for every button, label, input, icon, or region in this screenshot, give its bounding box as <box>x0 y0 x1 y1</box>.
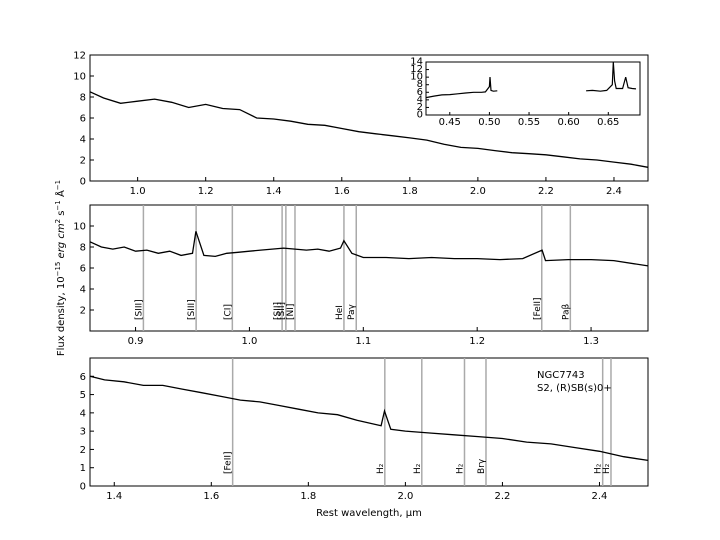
emission-line-label: H₂ <box>455 463 465 474</box>
x-tick-label: 1.3 <box>583 336 599 347</box>
emission-line-label: H₂ <box>376 463 386 474</box>
y-tick-label: 2 <box>80 156 86 167</box>
emission-line-label: [FeII] <box>533 297 543 320</box>
emission-line-label: H₂ <box>594 463 604 474</box>
x-tick-label: 1.0 <box>241 336 257 347</box>
inset-y-tick-label: 14 <box>410 57 423 68</box>
y-tick-label: 10 <box>73 72 86 83</box>
y-label-s: s <box>56 211 67 219</box>
emission-line-label: [SII] <box>277 302 287 320</box>
y-tick-label: 0 <box>80 177 86 188</box>
y-tick-label: 0 <box>80 482 86 493</box>
y-label-exp: −15 <box>54 262 62 277</box>
spectrum-series-0-0 <box>89 91 649 168</box>
inset-x-tick-label: 0.55 <box>518 117 540 128</box>
inset-x-tick-label: 0.60 <box>558 117 580 128</box>
inset-y-tick-label: 2 <box>417 102 423 113</box>
x-tick-label: 1.4 <box>106 491 122 502</box>
x-tick-label: 1.8 <box>300 491 316 502</box>
emission-line-label: [FeII] <box>224 451 234 474</box>
x-tick-label: 1.0 <box>130 186 146 197</box>
emission-line-label: [SII] <box>273 302 283 320</box>
y-tick-label: 10 <box>73 222 86 233</box>
y-tick-label: 8 <box>80 243 86 254</box>
y-tick-label: 8 <box>80 93 86 104</box>
x-tick-label: 2.0 <box>470 186 486 197</box>
emission-line-label: [SIII] <box>134 299 144 320</box>
emission-line-label: HeI <box>335 305 345 320</box>
x-tick-label: 1.2 <box>469 336 485 347</box>
x-tick-label: 1.6 <box>334 186 350 197</box>
x-tick-label: 1.6 <box>203 491 219 502</box>
x-tick-label: 1.1 <box>355 336 371 347</box>
galaxy-name-annotation: NGC7743 <box>537 370 585 381</box>
y-tick-label: 5 <box>80 390 86 401</box>
x-axis-label: Rest wavelength, μm <box>316 508 422 519</box>
x-tick-label: 1.2 <box>198 186 214 197</box>
y-tick-label: 3 <box>80 427 86 438</box>
y-label-s-exp: −1 <box>54 200 62 210</box>
inset-y-tick-label: 0 <box>417 110 423 121</box>
y-tick-label: 2 <box>80 306 86 317</box>
y-label-A-exp: −1 <box>54 180 62 190</box>
x-tick-label: 2.0 <box>397 491 413 502</box>
y-tick-label: 6 <box>80 372 86 383</box>
emission-line-label: [SIII] <box>187 299 197 320</box>
y-tick-label: 4 <box>80 285 86 296</box>
x-tick-label: 1.4 <box>266 186 282 197</box>
x-tick-label: 2.2 <box>494 491 510 502</box>
inset-y-tick-label: 4 <box>417 94 423 105</box>
y-tick-label: 6 <box>80 264 86 275</box>
y-label-prefix: Flux density, 10 <box>56 276 67 356</box>
emission-line-label: [NI] <box>286 304 296 320</box>
emission-line-label: H₂ <box>602 463 612 474</box>
y-axis-label: Flux density, 10−15 erg cm2 s−1 Å−1 <box>54 180 67 356</box>
emission-line-label: Paγ <box>347 303 357 320</box>
inset-y-tick-label: 10 <box>410 72 423 83</box>
emission-line-label: Paβ <box>561 303 571 320</box>
emission-line-label: Brγ <box>477 458 487 474</box>
galaxy-class-annotation: S2, (R)SB(s)0+ <box>537 383 612 394</box>
x-tick-label: 1.8 <box>402 186 418 197</box>
x-tick-label: 2.4 <box>606 186 622 197</box>
inset-x-tick-label: 0.45 <box>439 117 461 128</box>
inset-y-tick-label: 12 <box>410 64 423 75</box>
emission-line-label: [CI] <box>223 304 233 320</box>
y-label-units: erg cm <box>56 223 67 261</box>
y-tick-label: 2 <box>80 445 86 456</box>
y-label-A: Å <box>54 190 67 200</box>
inset-y-tick-label: 6 <box>417 87 423 98</box>
y-tick-label: 4 <box>80 408 86 419</box>
y-label-units-exp: 2 <box>54 219 62 223</box>
inset-y-tick-label: 8 <box>417 79 423 90</box>
y-tick-label: 1 <box>80 463 86 474</box>
inset-x-tick-label: 0.65 <box>597 117 619 128</box>
inset-spectrum-segment-1 <box>586 61 637 92</box>
bottom-panel-frame <box>89 357 649 487</box>
y-tick-label: 4 <box>80 135 86 146</box>
x-tick-label: 0.9 <box>128 336 144 347</box>
x-tick-label: 2.2 <box>538 186 554 197</box>
y-tick-label: 12 <box>73 51 86 62</box>
inset-spectrum-segment-0 <box>425 77 498 99</box>
y-tick-label: 6 <box>80 114 86 125</box>
spectrum-series-1-0 <box>89 231 649 267</box>
inset-frame <box>425 61 641 116</box>
inset-x-tick-label: 0.50 <box>478 117 500 128</box>
emission-line-label: H₂ <box>413 463 423 474</box>
x-tick-label: 2.4 <box>592 491 608 502</box>
spectrum-series-2-0 <box>89 375 649 462</box>
